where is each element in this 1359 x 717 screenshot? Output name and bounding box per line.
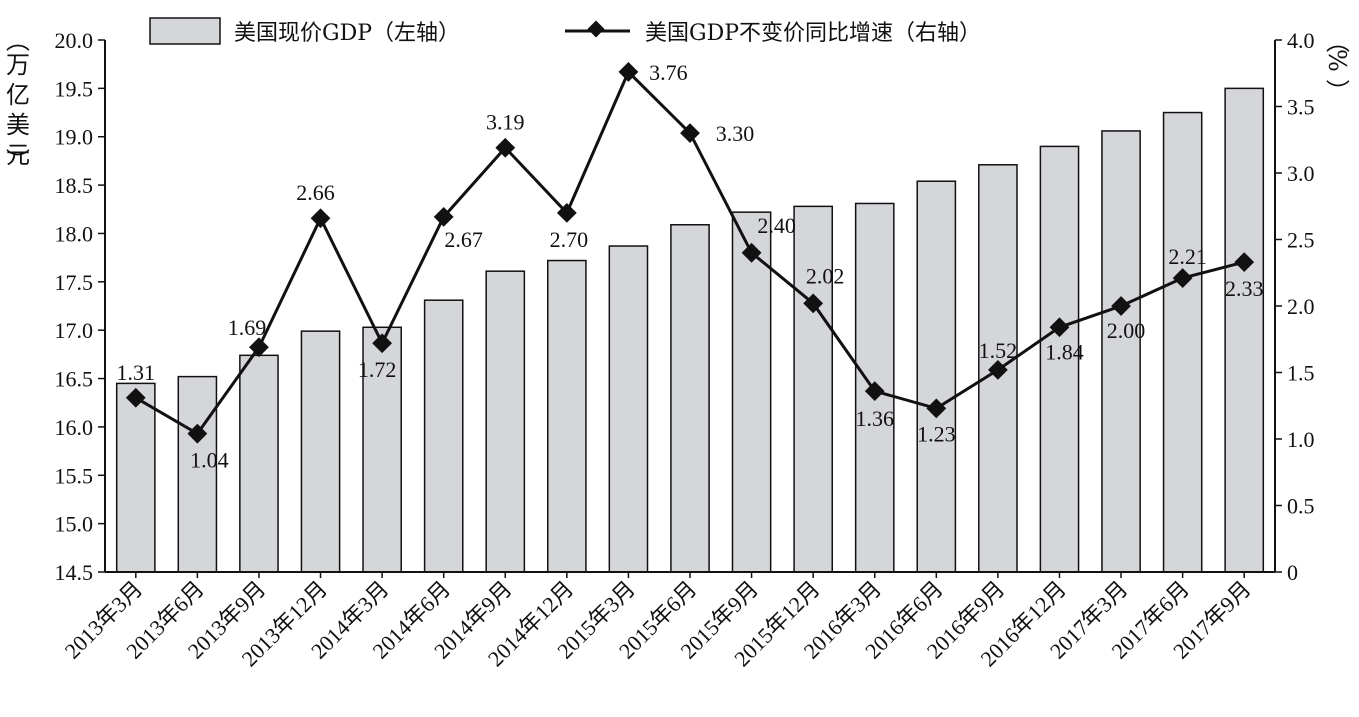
growth-marker-2017年9月 — [1234, 252, 1255, 273]
growth-marker-2014年9月 — [495, 137, 516, 158]
growth-marker-2016年6月 — [926, 398, 947, 419]
growth-marker-2013年6月 — [187, 423, 208, 444]
left-axis-title-char-4: 元 — [6, 141, 30, 169]
growth-data-label: 2.00 — [1107, 318, 1146, 343]
bar-2014年9月 — [485, 270, 526, 573]
bar-2015年12月 — [793, 205, 833, 573]
left-axis-title-char-1: 万 — [6, 51, 30, 79]
growth-marker-2014年3月 — [372, 333, 393, 354]
right-tick-label: 0 — [1287, 560, 1298, 585]
growth-marker-2015年12月 — [803, 293, 824, 314]
growth-marker-2017年3月 — [1111, 296, 1131, 316]
bar-2016年6月 — [916, 180, 957, 573]
growth-data-label: 1.23 — [917, 421, 956, 446]
bar-2017年9月 — [1224, 87, 1265, 573]
growth-marker-2016年12月 — [1049, 317, 1070, 338]
growth-marker-2013年12月 — [310, 208, 331, 229]
growth-data-label: 2.02 — [806, 263, 845, 288]
legend-line-label: 美国GDP不变价同比增速（右轴） — [645, 21, 981, 46]
left-tick-label: 15.0 — [55, 512, 94, 537]
left-tick-label: 19.0 — [55, 125, 94, 150]
growth-data-label: 1.72 — [358, 357, 397, 382]
legend-line-marker — [587, 20, 605, 38]
left-tick-label: 19.5 — [55, 76, 94, 101]
left-axis-title-char-3: 美 — [6, 111, 30, 139]
plot-area: 14.5 15.0 15.5 16.0 16.5 17.0 17.5 18.0 18.5 19.0… — [55, 28, 1315, 671]
right-tick-label: 3.5 — [1287, 95, 1315, 120]
left-tick-label: 14.5 — [55, 560, 94, 585]
growth-data-label: 1.52 — [979, 338, 1018, 363]
growth-data-label: 2.66 — [296, 180, 335, 205]
growth-marker-2016年9月 — [987, 359, 1008, 380]
left-tick-label: 16.0 — [55, 415, 94, 440]
growth-data-label: 2.67 — [444, 227, 483, 252]
growth-data-label: 2.33 — [1225, 276, 1264, 301]
bar-2014年12月 — [547, 259, 587, 573]
growth-data-label: 2.40 — [757, 213, 796, 238]
right-tick-label: 2.5 — [1287, 228, 1315, 253]
right-axis-title-percent: % — [1323, 49, 1351, 72]
bar-2015年9月 — [731, 211, 772, 573]
bar-2013年6月 — [177, 375, 218, 573]
bar-2013年12月 — [300, 330, 341, 573]
bar-2017年3月 — [1101, 130, 1141, 573]
left-axis-title-paren-open: （ — [3, 28, 31, 52]
left-axis-title: （ 万 亿 美 元 ） — [3, 28, 31, 172]
right-tick-label: 2.0 — [1287, 294, 1315, 319]
bar-2013年9月 — [239, 354, 279, 573]
bar-2015年3月 — [608, 245, 649, 573]
right-axis-title-paren-close: ） — [1323, 79, 1351, 103]
right-tick-label: 4.0 — [1287, 28, 1315, 53]
growth-data-label: 1.84 — [1045, 339, 1084, 364]
legend-bar-swatch — [149, 17, 221, 45]
growth-marker-2013年3月 — [125, 387, 146, 408]
bar-2017年6月 — [1162, 111, 1203, 573]
growth-data-label: 2.21 — [1168, 244, 1207, 269]
growth-data-label: 2.70 — [550, 227, 589, 252]
bar-2013年3月 — [115, 382, 156, 573]
left-tick-label: 20.0 — [55, 28, 94, 53]
right-tick-label: 1.5 — [1287, 361, 1315, 386]
growth-data-label: 1.31 — [117, 360, 156, 385]
growth-marker-2013年9月 — [249, 337, 269, 358]
growth-data-label: 3.19 — [486, 110, 525, 135]
growth-data-label: 1.36 — [855, 406, 894, 431]
growth-marker-2014年6月 — [433, 206, 454, 227]
legend-bar-label: 美国现价GDP（左轴） — [234, 21, 460, 46]
growth-data-label: 3.30 — [716, 121, 755, 146]
right-axis-title-paren-open: （ — [1323, 29, 1351, 53]
left-axis-title-paren-close: ） — [3, 148, 31, 172]
left-tick-label: 18.0 — [55, 221, 94, 246]
growth-data-label: 1.04 — [190, 448, 229, 473]
growth-marker-2016年3月 — [864, 381, 885, 402]
growth-data-label: 3.76 — [649, 60, 688, 85]
bar-2015年6月 — [670, 223, 710, 573]
right-tick-label: 3.0 — [1287, 161, 1315, 186]
left-axis-title-char-2: 亿 — [6, 81, 30, 109]
left-tick-label: 17.5 — [55, 270, 94, 295]
left-tick-label: 16.5 — [55, 367, 94, 392]
bar-2014年6月 — [423, 299, 464, 573]
right-tick-label: 1.0 — [1287, 427, 1315, 452]
growth-data-label: 1.69 — [228, 315, 267, 340]
left-tick-label: 17.0 — [55, 318, 94, 343]
growth-marker-2017年6月 — [1172, 268, 1193, 288]
legend: 美国现价GDP（左轴） 美国GDP不变价同比增速（右轴） — [149, 17, 981, 46]
left-tick-label: 15.5 — [55, 463, 94, 488]
right-tick-label: 0.5 — [1287, 494, 1315, 519]
bar-2016年12月 — [1039, 145, 1080, 573]
right-axis-title: （ % ） — [1323, 29, 1351, 103]
left-tick-label: 18.5 — [55, 173, 94, 198]
